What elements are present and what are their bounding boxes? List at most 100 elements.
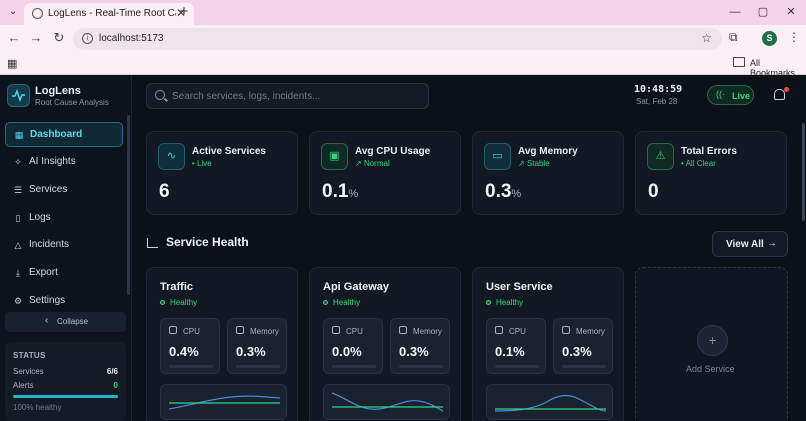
stat-value-number: 0.1 [322,181,349,202]
profile-avatar[interactable]: S [762,31,777,46]
new-tab-icon[interactable]: + [179,3,189,20]
bell-icon[interactable] [774,89,785,100]
metric-value: 0.1% [495,344,525,359]
address-bar[interactable]: i localhost:5173 ☆ [73,28,722,50]
maximize-icon[interactable]: ▢ [757,6,769,18]
folder-icon [733,57,745,67]
plus-icon: + [697,325,728,356]
arrow-right-icon: → [767,238,777,249]
metric-bar [399,365,443,368]
memory-icon [236,326,244,334]
alert-triangle-icon: △ [14,240,22,250]
sidebar-item-settings[interactable]: ⚙ Settings [5,289,123,314]
sidebar-item-services[interactable]: ☰ Services [5,178,123,203]
sidebar-item-ai-insights[interactable]: ✧ AI Insights [5,150,123,175]
stat-title: Avg CPU Usage [355,146,431,157]
stat-value: 0.1% [322,181,358,203]
status-alerts-label: Alerts [13,381,34,390]
clock-time: 10:48:59 [634,84,683,95]
service-status: Healthy [486,298,523,307]
clock-date: Sat, Feb 28 [636,97,678,106]
memory-metric: Memory 0.3% [553,318,613,374]
sidebar-item-logs[interactable]: ▯ Logs [5,206,123,231]
sidebar: LogLens Root Cause Analysis ▦ Dashboard … [0,75,132,421]
close-window-icon[interactable]: ✕ [786,6,796,18]
add-service-card[interactable]: + Add Service [635,267,788,421]
sidebar-item-label: Export [29,267,58,278]
browser-menu-icon[interactable]: ⋮ [788,30,800,44]
tab-title: LogLens - Real-Time Root Cause [48,8,176,19]
sidebar-item-label: Dashboard [30,129,83,140]
view-all-button[interactable]: View All → [712,231,788,257]
globe-icon [32,8,43,19]
extensions-icon[interactable]: ⧉ [729,30,738,44]
stat-card-avg-cpu: ▣ Avg CPU Usage ↗ Normal 0.1% [309,131,461,215]
app-root: LogLens Root Cause Analysis ▦ Dashboard … [0,75,806,421]
chevron-left-icon: ‹ [45,315,49,326]
tab-search-chevron-icon[interactable]: ⌄ [8,6,18,17]
sidebar-item-dashboard[interactable]: ▦ Dashboard [5,122,123,147]
collapse-button[interactable]: ‹ Collapse [5,312,126,332]
status-dot-icon [323,300,328,306]
sidebar-item-incidents[interactable]: △ Incidents [5,233,123,258]
service-name: Traffic [160,281,194,293]
cpu-icon [332,326,340,334]
sidebar-scrollbar[interactable] [127,115,130,295]
stat-sub-text: Normal [363,159,390,168]
metric-label: Memory [576,327,605,336]
search-placeholder: Search services, logs, incidents... [172,91,321,102]
minimize-icon[interactable]: — [729,6,741,18]
stat-card-avg-memory: ▭ Avg Memory ↗ Stable 0.3% [472,131,624,215]
metric-bar [332,365,376,368]
service-status-text: Healthy [170,298,198,307]
all-bookmarks-link[interactable]: All Bookmarks [750,58,796,78]
bookmarks-bar: ▦ All Bookmarks [0,52,806,78]
metric-label: CPU [346,327,363,336]
service-status: Healthy [323,298,360,307]
stat-unit: % [511,188,522,200]
service-status: Healthy [160,298,197,307]
back-icon[interactable]: ← [7,30,21,45]
stat-sub: • All Clear [681,159,716,168]
download-icon: ⤓ [16,268,20,278]
stat-value: 0.3% [485,181,521,203]
status-alerts-value: 0 [113,381,118,390]
status-services-label: Services [13,367,44,376]
live-toggle-button[interactable]: ((· Live [707,85,754,105]
main-scrollbar[interactable] [802,123,805,221]
stat-value: 0 [648,181,659,203]
stat-title: Avg Memory [518,146,578,157]
service-card-api-gateway[interactable]: Api Gateway Healthy CPU 0.0% Memory 0.3% [309,267,461,421]
service-status-text: Healthy [496,298,524,307]
stat-sub: ↗ Normal [355,159,390,168]
metric-label: CPU [509,327,526,336]
wifi-icon: ((· [716,89,725,99]
reload-icon[interactable]: ↻ [53,30,65,45]
cpu-sparkline [168,395,281,410]
metric-bar [169,365,213,368]
close-tab-icon[interactable]: ✕ [175,6,186,20]
stat-sub: ↗ Stable [518,159,550,168]
sidebar-item-export[interactable]: ⤓ Export [5,261,123,286]
status-services-value: 6/6 [106,367,118,376]
section-title: Service Health [166,235,249,249]
stat-unit: % [348,188,359,200]
collapse-label: Collapse [57,317,89,326]
sparkline [160,384,287,420]
browser-tab[interactable]: LogLens - Real-Time Root Cause ✕ [24,3,194,25]
live-label: Live [732,91,751,101]
apps-grid-icon[interactable]: ▦ [7,58,18,70]
metric-value: 0.3% [562,344,592,359]
search-input[interactable]: Search services, logs, incidents... [146,83,429,109]
service-card-user-service[interactable]: User Service Healthy CPU 0.1% Memory 0.3… [472,267,624,421]
stat-card-total-errors: ⚠ Total Errors • All Clear 0 [635,131,787,215]
service-card-traffic[interactable]: Traffic Healthy CPU 0.4% Memory 0.3% [146,267,298,421]
forward-icon[interactable]: → [29,30,43,45]
stat-value-number: 6 [159,181,170,202]
stat-value-number: 0.3 [485,181,512,202]
cpu-metric: CPU 0.0% [323,318,383,374]
bookmark-star-icon[interactable]: ☆ [701,31,712,45]
site-info-icon[interactable]: i [82,33,93,44]
server-icon: ☰ [13,185,23,195]
status-panel: STATUS Services 6/6 Alerts 0 100% health… [5,342,126,421]
